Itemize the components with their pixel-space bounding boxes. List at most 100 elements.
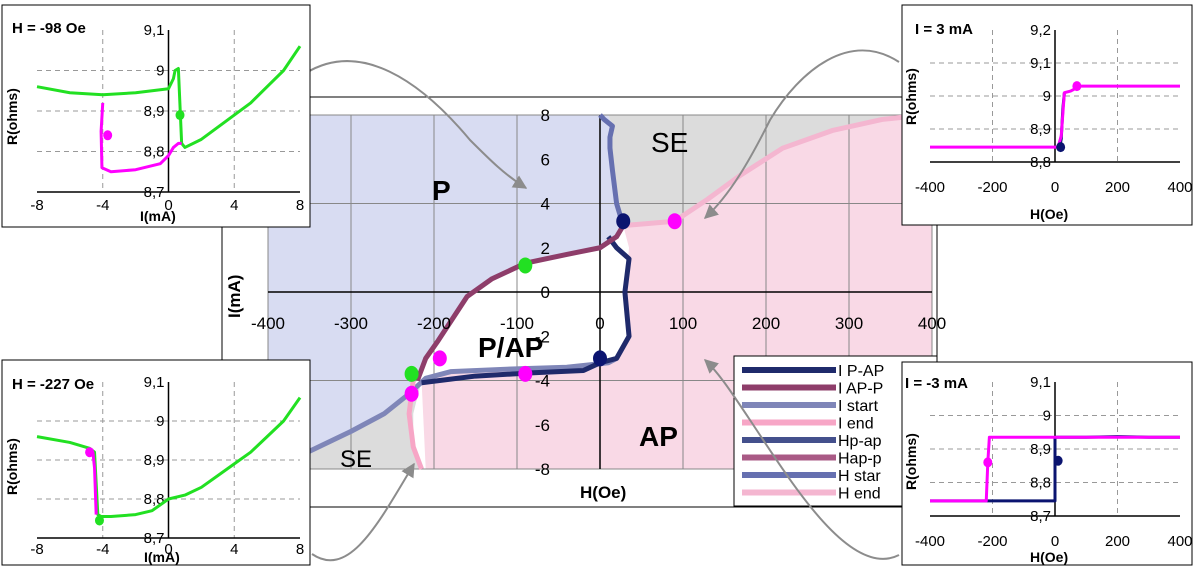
inset-marker-green [94, 515, 104, 526]
legend-label: I P-AP [838, 363, 884, 380]
arrow-top-right [703, 49, 900, 219]
inset-x-tick: 8 [296, 197, 304, 214]
series-i-ap-p [415, 224, 626, 382]
inset-marker-magenta [103, 130, 113, 141]
y-tick-label: -4 [535, 372, 550, 391]
arrow-bottom-right [703, 359, 900, 560]
inset-y-tick: 9 [156, 413, 164, 430]
inset-y-tick: 8,8 [144, 144, 165, 161]
inset-x-label: I(mA) [144, 549, 180, 565]
inset-marker-magenta [983, 457, 993, 468]
inset-x-tick: 0 [1051, 179, 1059, 196]
legend-label: I AP-P [838, 381, 883, 398]
region-p [268, 115, 624, 465]
y-tick-label: 8 [541, 106, 550, 125]
inset-x-tick: 0 [1051, 533, 1059, 550]
inset-y-tick: 8,9 [144, 103, 165, 120]
region-label-p: P [432, 175, 451, 206]
marker-magenta [667, 213, 682, 230]
region-label-pap: P/AP [478, 332, 543, 363]
inset-y-label: R(ohms) [4, 438, 20, 495]
inset-title: I = -3 mA [905, 375, 968, 392]
inset-series-magenta [99, 102, 182, 174]
inset-y-tick: 9 [156, 63, 164, 80]
inset-y-tick: 8,8 [1030, 475, 1051, 492]
inset-y-label: R(ohms) [903, 68, 919, 125]
inset-x-tick: 200 [1105, 533, 1130, 550]
region-se-top [608, 115, 924, 226]
inset-marker-magenta [85, 447, 95, 458]
series-h-star [598, 113, 626, 227]
arrow-top-left [305, 60, 528, 189]
x-tick-label: 200 [752, 314, 780, 333]
x-tick-label: -400 [251, 314, 285, 333]
inset-y-tick: 8,9 [1030, 441, 1051, 458]
legend-label: Hap-p [838, 451, 882, 468]
inset-x-tick: -400 [915, 179, 945, 196]
legend-label: H star [838, 468, 881, 485]
series-i-start [267, 356, 618, 467]
marker-navy [593, 350, 607, 367]
x-tick-label: 400 [918, 314, 946, 333]
inset-marker-navy [1053, 455, 1063, 466]
main-y-axis-label: I(mA) [225, 275, 244, 318]
inset-x-label: H(Oe) [1030, 206, 1068, 222]
legend-label: I end [838, 416, 874, 433]
inset-marker-green [175, 110, 185, 121]
inset-x-tick: 8 [296, 541, 304, 558]
inset-x-tick: -4 [96, 541, 109, 558]
inset-title: H = -227 Oe [12, 376, 94, 393]
x-tick-label: -300 [334, 314, 368, 333]
marker-navy [616, 213, 631, 230]
inset-y-tick: 8,7 [144, 530, 165, 547]
main-markers [404, 213, 682, 402]
legend-label: Hp-ap [838, 433, 882, 450]
inset-y-tick: 9,1 [144, 22, 165, 39]
inset-x-tick: 400 [1167, 533, 1192, 550]
inset-y-tick: 9,1 [1030, 374, 1051, 391]
legend-label: H end [838, 486, 881, 503]
x-tick-label: -200 [417, 314, 451, 333]
y-tick-label: -2 [535, 327, 550, 346]
y-tick-label: 4 [541, 195, 550, 214]
inset-x-tick: 0 [164, 541, 172, 558]
inset-x-label: I(mA) [140, 208, 176, 224]
inset-x-tick: 400 [1167, 179, 1192, 196]
y-tick-label: -8 [535, 460, 550, 479]
inset-top-left: H = -98 Oe I(mA) R(ohms) -8 -4 0 4 8 9,1 9 8,9 8… [1, 4, 311, 228]
inset-x-tick: 200 [1105, 179, 1130, 196]
y-tick-label: 0 [541, 283, 550, 302]
region-se-bottom [268, 380, 422, 469]
inset-x-tick: 0 [164, 197, 172, 214]
inset-x-tick: 4 [230, 197, 238, 214]
inset-bottom-left: H = -227 Oe I(mA) R(ohms) -8 -4 0 4 8 9,1 9 8,9… [1, 359, 311, 566]
x-tick-label: 300 [835, 314, 863, 333]
x-tick-label: 0 [595, 314, 604, 333]
inset-marker-navy [1056, 142, 1066, 153]
inset-bottom-right: I = -3 mA H(Oe) R(ohms) -400 -200 0 200 400 9… [901, 361, 1193, 566]
inset-y-tick: 9,1 [144, 374, 165, 391]
inset-x-tick: -400 [915, 533, 945, 550]
region-label-ap: AP [639, 421, 678, 452]
inset-x-tick: -8 [30, 541, 43, 558]
inset-y-tick: 8,9 [144, 452, 165, 469]
marker-magenta [518, 365, 533, 382]
inset-y-tick: 9,2 [1030, 22, 1051, 39]
inset-y-tick: 8,9 [1030, 121, 1051, 138]
inset-x-tick: -200 [977, 179, 1007, 196]
y-tick-label: -6 [535, 416, 550, 435]
inset-x-tick: -200 [977, 533, 1007, 550]
marker-magenta [404, 385, 419, 402]
inset-y-tick: 8,7 [144, 184, 165, 201]
y-tick-label: 6 [541, 150, 550, 169]
marker-magenta [432, 350, 447, 367]
region-label-se-bottom: SE [340, 446, 372, 473]
inset-y-tick: 9,1 [1030, 55, 1051, 72]
inset-marker-magenta [1072, 81, 1082, 92]
inset-x-tick: -8 [30, 197, 43, 214]
inset-y-tick: 8,8 [1030, 154, 1051, 171]
inset-x-tick: -4 [96, 197, 109, 214]
inset-y-label: R(ohms) [4, 88, 20, 145]
inset-y-tick: 9 [1043, 408, 1051, 425]
